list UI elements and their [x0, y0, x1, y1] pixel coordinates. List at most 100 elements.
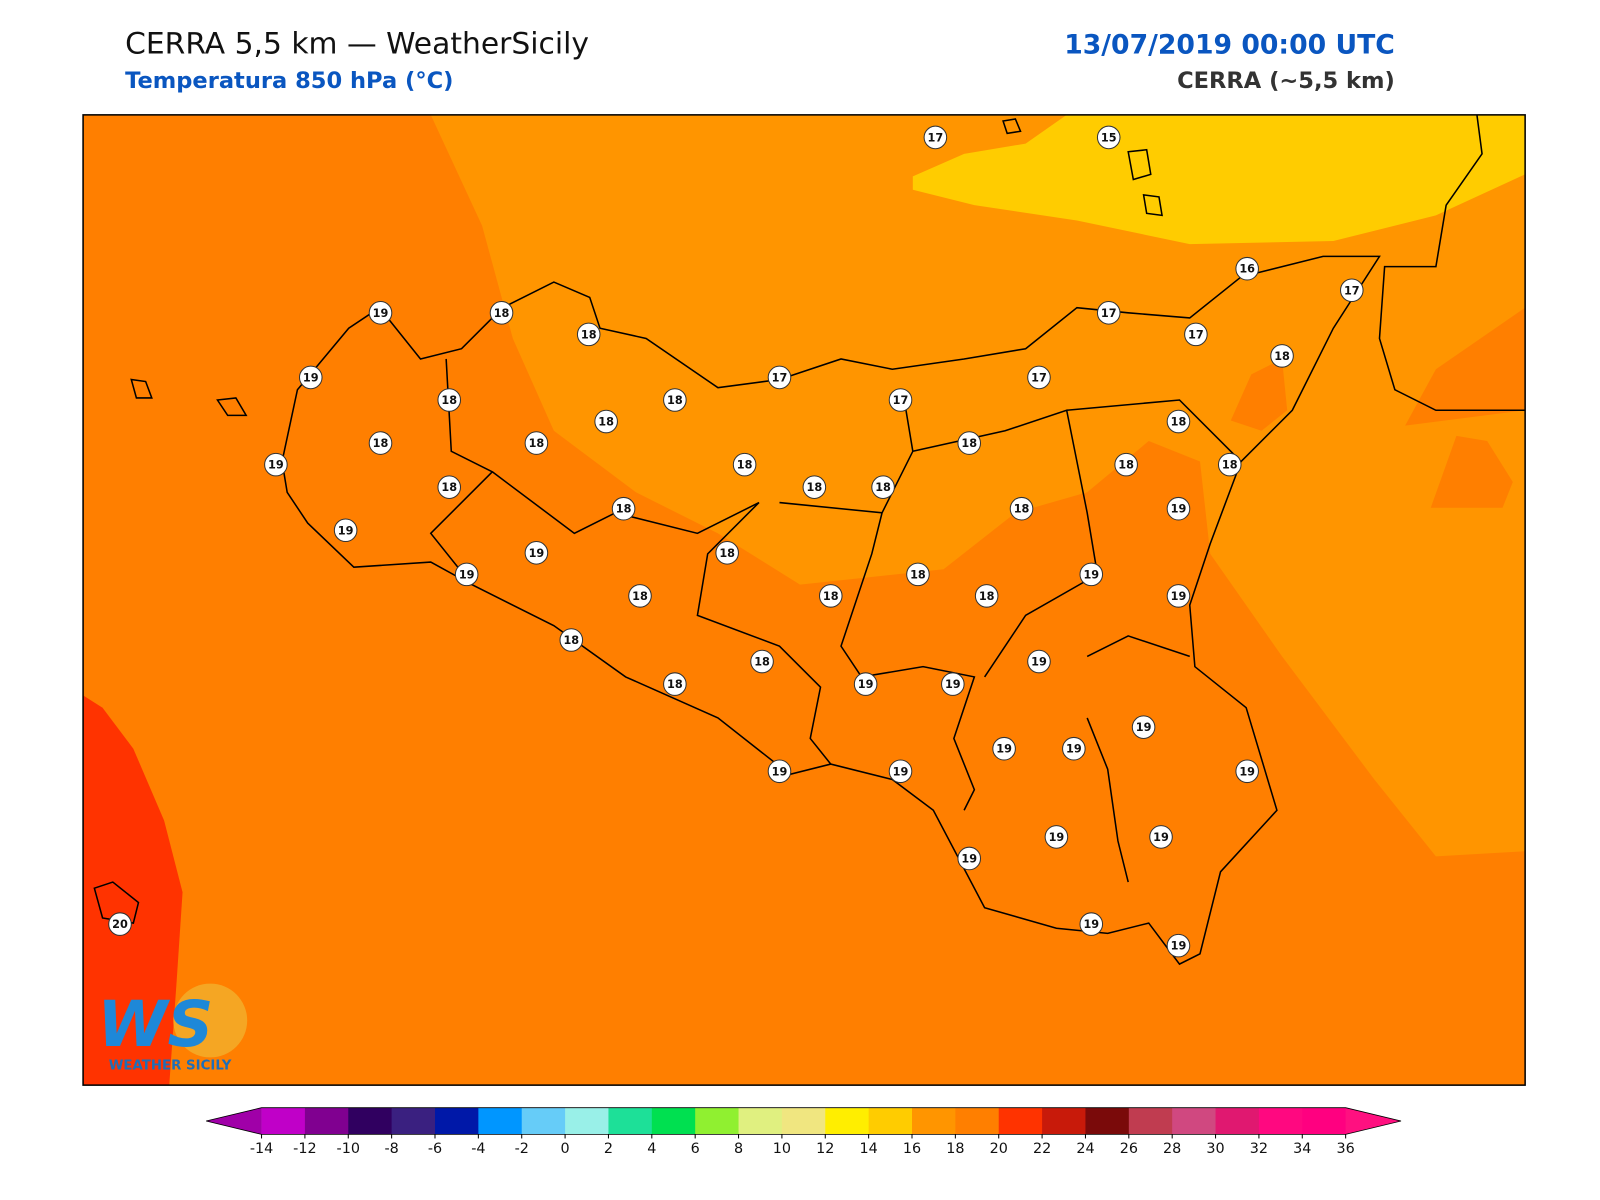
station-value: 19 — [459, 568, 475, 581]
station-value: 19 — [1066, 743, 1082, 756]
colorbar-segment — [651, 1107, 696, 1135]
colorbar-tick-label: -14 — [250, 1141, 273, 1157]
station-marker — [767, 365, 792, 390]
colorbar-tick-label: 36 — [1337, 1141, 1355, 1157]
calabria-coast — [1378, 114, 1526, 412]
station-value: 17 — [1031, 371, 1047, 384]
station-marker — [368, 301, 393, 325]
station-marker — [1166, 409, 1191, 434]
colorbar-segment — [868, 1107, 913, 1135]
station-marker — [298, 365, 323, 390]
station-marker — [1131, 715, 1156, 739]
station-marker — [1339, 278, 1364, 303]
station: 19 — [992, 736, 1016, 761]
station-value: 19 — [893, 765, 909, 778]
station-value: 19 — [945, 678, 961, 691]
colorbar-segment — [1258, 1107, 1303, 1135]
station-value: 18 — [1222, 459, 1238, 472]
station-marker — [1270, 344, 1294, 368]
colorbar-tick-label: 12 — [816, 1141, 834, 1157]
station: 18 — [628, 584, 652, 608]
station-marker — [802, 475, 827, 499]
station-value: 20 — [112, 918, 128, 931]
station-value: 18 — [563, 634, 579, 647]
station-marker — [454, 562, 479, 587]
station-value: 19 — [338, 524, 354, 537]
station-marker — [1114, 452, 1138, 477]
station-value: 18 — [823, 590, 839, 603]
station: 18 — [611, 496, 636, 521]
station: 19 — [264, 452, 288, 477]
station-marker — [1009, 496, 1034, 521]
logo-mark: WS — [97, 987, 213, 1061]
field-16-18 — [430, 114, 1526, 857]
station: 17 — [1096, 301, 1121, 325]
station: 19 — [957, 846, 982, 871]
station: 20 — [108, 912, 132, 936]
station-value: 18 — [616, 503, 632, 516]
station-value: 19 — [529, 547, 545, 560]
station-marker — [1096, 125, 1121, 150]
colorbar-tick-label: 8 — [734, 1141, 743, 1157]
station: 19 — [1166, 584, 1191, 608]
station-value: 18 — [667, 394, 683, 407]
station-marker — [1184, 322, 1208, 347]
station-marker — [1062, 736, 1086, 761]
station: 19 — [941, 672, 965, 696]
station-value: 18 — [373, 437, 389, 450]
station-value: 18 — [598, 416, 614, 429]
station: 17 — [923, 125, 948, 150]
station-marker — [1235, 256, 1259, 281]
source: CERRA (~5,5 km) — [1177, 68, 1395, 94]
station: 19 — [1079, 562, 1104, 587]
station-value: 18 — [1014, 503, 1030, 516]
station-value: 19 — [1171, 940, 1187, 953]
station: 19 — [1062, 736, 1086, 761]
station-value: 18 — [529, 437, 545, 450]
colorbar-segment — [608, 1107, 653, 1135]
station-marker — [957, 846, 982, 871]
station-marker — [957, 431, 982, 455]
station-marker — [333, 518, 358, 543]
station-value: 18 — [667, 678, 683, 691]
field-14-16 — [912, 114, 1526, 245]
station: 18 — [732, 452, 757, 477]
station-value: 19 — [858, 678, 874, 691]
logo-sun — [173, 983, 248, 1058]
station-value: 18 — [961, 437, 977, 450]
station-marker — [437, 388, 462, 412]
station-marker — [1217, 452, 1242, 477]
station-value: 18 — [910, 568, 926, 581]
station: 18 — [974, 584, 999, 608]
station-value: 19 — [1136, 721, 1152, 734]
station-marker — [871, 475, 895, 499]
station-value: 18 — [1118, 459, 1134, 472]
colorbar-segment — [825, 1107, 870, 1135]
field-20-22 — [83, 695, 183, 1086]
station: 18 — [524, 431, 549, 455]
station: 19 — [1166, 496, 1191, 521]
colorbar-tick-label: 0 — [561, 1141, 570, 1157]
station-value: 18 — [581, 328, 597, 341]
station-marker — [732, 452, 757, 477]
station: 18 — [1009, 496, 1034, 521]
colorbar-segment — [781, 1107, 826, 1135]
station-marker — [1235, 759, 1259, 784]
colorbar-tick-label: 4 — [647, 1141, 656, 1157]
map-frame — [82, 114, 1526, 1086]
station-value: 19 — [1083, 918, 1099, 931]
station: 19 — [853, 672, 878, 696]
station-marker — [663, 388, 687, 412]
station-value: 19 — [1031, 656, 1047, 669]
station: 19 — [1131, 715, 1156, 739]
station: 18 — [906, 562, 930, 587]
map: 17 15 16 17 19 18 18 17 17 18 19 18 18 17 17 17 18 18 18 18… — [82, 114, 1526, 1086]
station: 19 — [298, 365, 323, 390]
station: 18 — [818, 584, 843, 608]
colorbar-tick-label: -8 — [384, 1141, 398, 1157]
station: 17 — [1184, 322, 1208, 347]
colorbar-segment — [261, 1107, 306, 1135]
colorbar-segment — [998, 1107, 1043, 1135]
station-marker — [368, 431, 393, 455]
